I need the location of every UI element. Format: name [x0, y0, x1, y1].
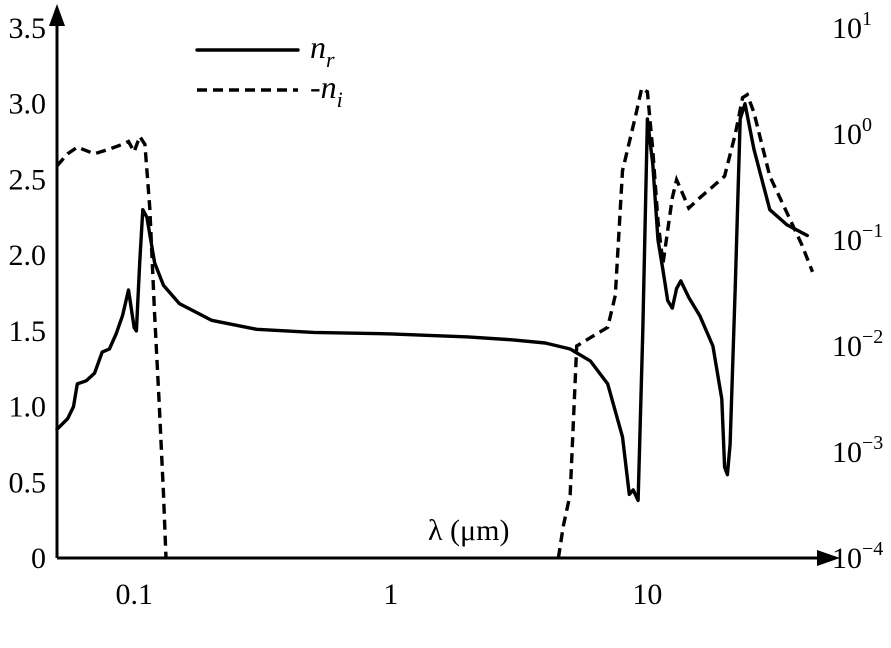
x-ticks: 0.1 1 10	[115, 578, 662, 611]
y-axis-arrow	[49, 4, 65, 26]
x-tick-label: 10	[632, 578, 662, 611]
left-y-tick-label: 0	[31, 542, 46, 575]
x-axis-arrow	[817, 550, 840, 566]
left-y-tick-label: 0.5	[9, 466, 47, 499]
right-y-tick-label: 10−3	[832, 432, 883, 469]
legend-label: -ni	[310, 69, 343, 112]
legend-label: nr	[310, 29, 335, 72]
series-line-ni	[55, 85, 815, 559]
right-y-tick-label: 10−1	[832, 220, 883, 257]
axes	[49, 4, 840, 566]
right-y-tick-label: 100	[832, 114, 872, 151]
left-y-tick-label: 1.5	[9, 315, 47, 348]
x-tick-label: 1	[383, 578, 398, 611]
right-y-tick-label: 10−4	[832, 538, 883, 575]
left-y-tick-label: 2.0	[9, 239, 47, 272]
x-axis-label: λ (μm)	[428, 514, 509, 547]
left-y-tick-label: 3.0	[9, 88, 47, 121]
legend: nr-ni	[195, 29, 343, 112]
left-y-tick-label: 3.5	[9, 12, 47, 45]
right-y-tick-label: 101	[832, 8, 872, 45]
left-y-ticks: 0 0.5 1.0 1.5 2.0 2.5 3.0 3.5	[9, 12, 47, 575]
right-y-ticks: 10−4 10−3 10−2 10−1 100 101	[832, 8, 883, 575]
series-layer	[55, 85, 815, 559]
right-y-tick-label: 10−2	[832, 326, 883, 363]
left-y-tick-label: 1.0	[9, 391, 47, 424]
left-y-tick-label: 2.5	[9, 163, 47, 196]
series-line-nr	[55, 102, 809, 503]
x-tick-label: 0.1	[115, 578, 153, 611]
